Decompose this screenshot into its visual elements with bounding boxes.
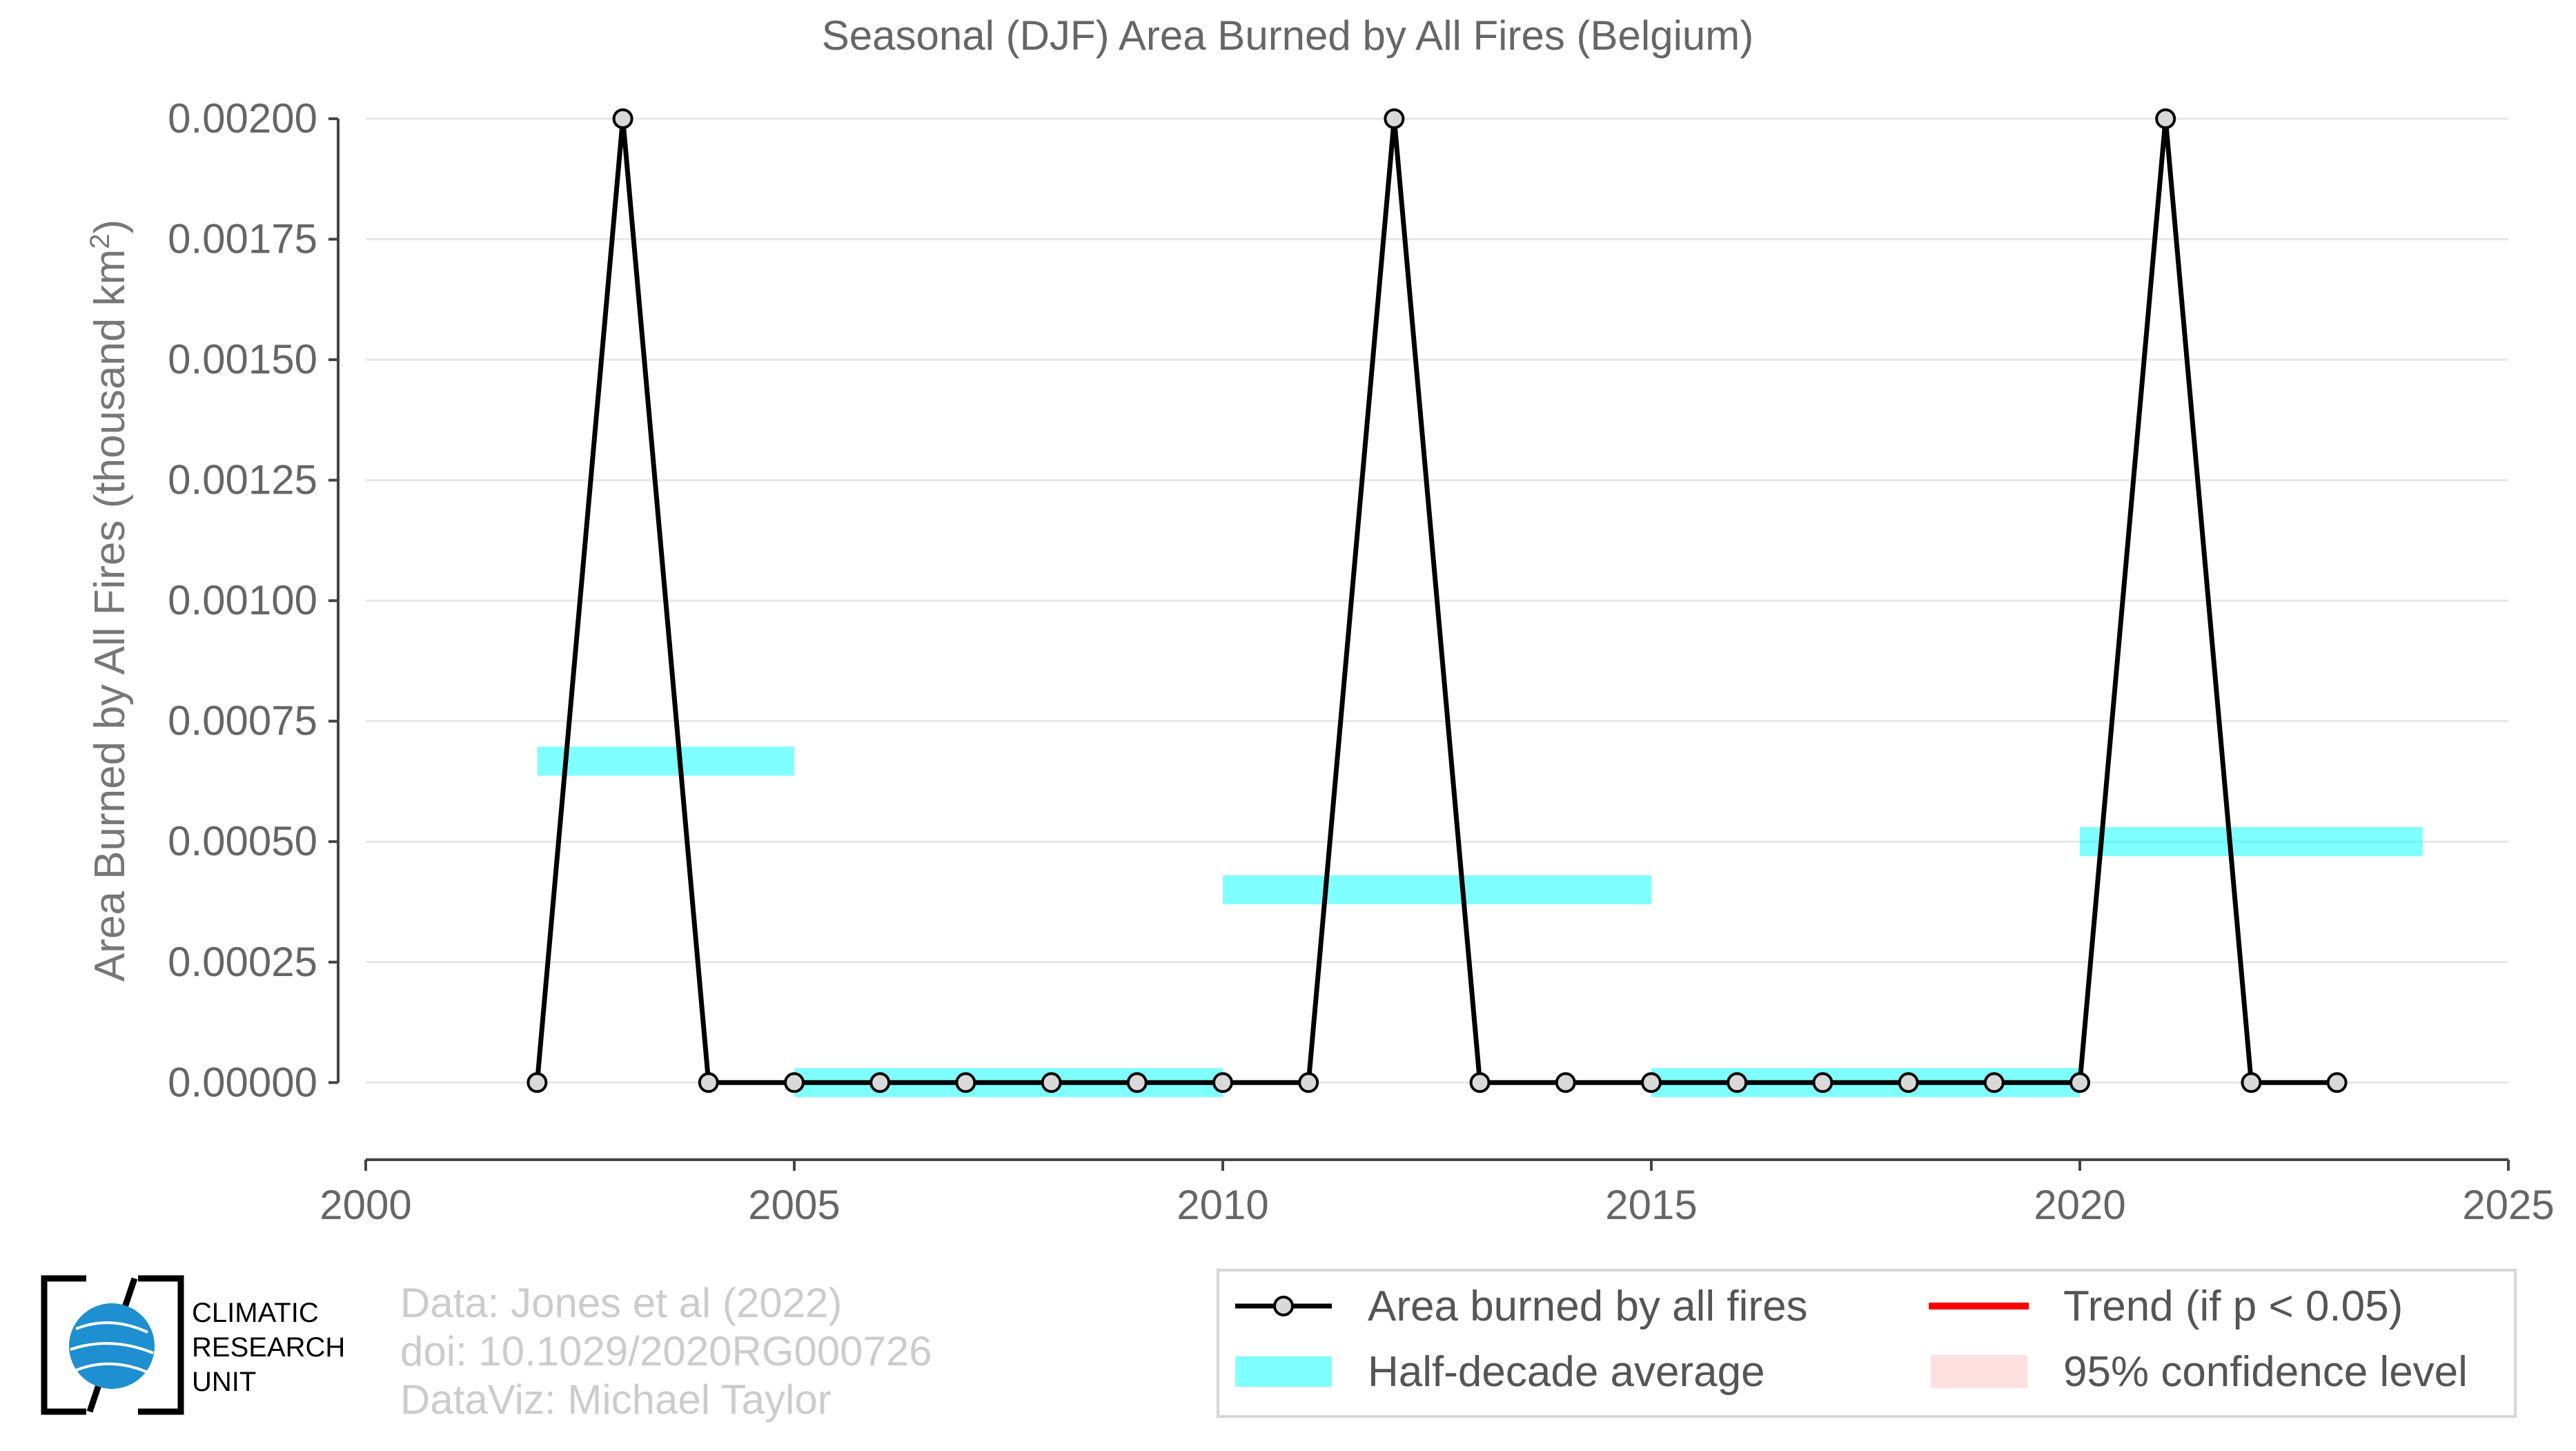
data-point xyxy=(955,1072,976,1093)
y-tick-label: 0.00050 xyxy=(168,818,317,864)
data-point xyxy=(1898,1072,1919,1093)
legend: Area burned by all fires Trend (if p < 0… xyxy=(1217,1269,2517,1418)
x-axis: 2000 2005 2010 2015 2020 2025 xyxy=(319,1158,2555,1228)
data-point xyxy=(784,1072,805,1093)
credit-dataviz: DataViz: Michael Taylor xyxy=(400,1376,832,1423)
legend-swatch-confidence xyxy=(1931,1355,2027,1388)
logo-line-2: RESEARCH xyxy=(192,1332,345,1363)
data-point xyxy=(1384,108,1405,129)
chart-title: Seasonal (DJF) Area Burned by All Fires … xyxy=(822,12,1754,59)
credit-doi: doi: 10.1029/2020RG000726 xyxy=(400,1328,932,1374)
logo-line-3: UNIT xyxy=(192,1367,256,1397)
y-tick-label: 0.00150 xyxy=(168,336,317,382)
data-point xyxy=(1469,1072,1491,1093)
data-point xyxy=(2069,1072,2090,1093)
data-point xyxy=(869,1072,891,1093)
x-tick-label: 2010 xyxy=(1177,1182,1268,1228)
legend-label-trend: Trend (if p < 0.05) xyxy=(2063,1283,2403,1330)
y-tick-label: 0.00100 xyxy=(168,577,317,623)
half-decade-average-bar xyxy=(2080,827,2423,857)
y-tick-label: 0.00075 xyxy=(168,698,317,744)
data-point xyxy=(1727,1072,1748,1093)
legend-label-average: Half-decade average xyxy=(1368,1348,1765,1396)
y-tick-label: 0.00025 xyxy=(168,939,317,985)
data-point xyxy=(1126,1072,1148,1093)
x-tick-label: 2020 xyxy=(2034,1182,2125,1228)
legend-label-confidence: 95% confidence level xyxy=(2063,1348,2468,1396)
y-axis-label: Area Burned by All Fires (thousand km2) xyxy=(85,220,134,982)
half-decade-average-bar xyxy=(1223,875,1651,905)
data-point xyxy=(698,1072,719,1093)
data-point xyxy=(1041,1072,1062,1093)
data-point xyxy=(2155,108,2176,129)
cru-logo: CLIMATIC RESEARCH UNIT xyxy=(41,1275,345,1415)
y-axis-ticks: 0.00000 0.00025 0.00050 0.00075 0.00100 0.001… xyxy=(168,95,340,1105)
half-decade-average-bar xyxy=(537,746,794,776)
data-point xyxy=(1812,1072,1833,1093)
credit-data-source: Data: Jones et al (2022) xyxy=(400,1280,842,1326)
legend-swatch-average xyxy=(1235,1356,1332,1387)
data-point xyxy=(1641,1072,1662,1093)
data-point xyxy=(2241,1072,2262,1093)
data-point xyxy=(612,108,633,129)
x-tick-label: 2015 xyxy=(1605,1182,1697,1228)
data-point xyxy=(2326,1072,2348,1093)
legend-swatch-marker xyxy=(1273,1296,1294,1316)
data-point xyxy=(1212,1072,1233,1093)
y-tick-label: 0.00175 xyxy=(168,216,317,262)
area-burned-series xyxy=(527,108,2348,1093)
data-point xyxy=(1555,1072,1576,1093)
x-tick-label: 2025 xyxy=(2462,1182,2554,1228)
y-tick-label: 0.00000 xyxy=(168,1059,317,1105)
legend-label-series: Area burned by all fires xyxy=(1368,1283,1808,1330)
series-line xyxy=(534,118,2337,1085)
data-point xyxy=(1983,1072,2005,1093)
y-tick-label: 0.00125 xyxy=(168,457,317,503)
data-point xyxy=(1298,1072,1319,1093)
x-tick-label: 2005 xyxy=(748,1182,840,1228)
legend-box xyxy=(1217,1269,2517,1418)
data-point xyxy=(527,1072,548,1093)
y-tick-label: 0.00200 xyxy=(168,95,317,142)
x-tick-label: 2000 xyxy=(319,1182,411,1228)
logo-line-1: CLIMATIC xyxy=(192,1298,319,1328)
